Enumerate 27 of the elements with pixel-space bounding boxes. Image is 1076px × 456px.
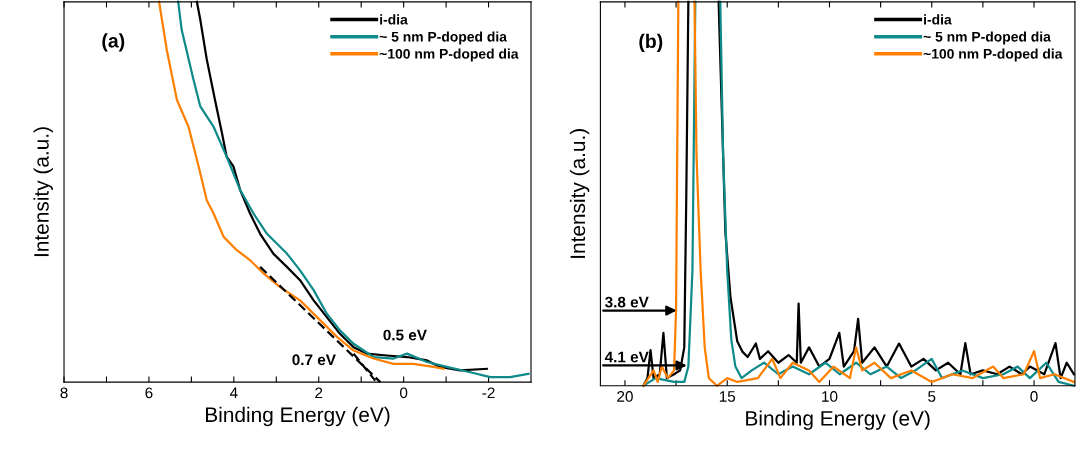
x-tick-label: 5	[928, 391, 936, 402]
x-tick-label: 15	[719, 391, 736, 402]
x-tick-label: 2	[315, 387, 323, 399]
y-axis-title: Intensity (a.u.)	[569, 129, 590, 258]
x-tick-label: 8	[60, 387, 68, 399]
annotation: 0.7 eV	[292, 354, 336, 366]
annotation: 3.8 eV	[605, 296, 649, 308]
x-tick-label: 6	[145, 387, 153, 399]
annotation: 4.1 eV	[604, 351, 649, 363]
legend-label: i-dia	[380, 14, 408, 25]
legend-label: ~100 nm P-doped dia	[923, 48, 1063, 62]
legend-label: ~ 5 nm P-doped dia	[379, 31, 508, 45]
x-tick-label: 0	[400, 387, 408, 399]
annotation: 0.5 eV	[383, 329, 427, 341]
x-tick-label: -2	[482, 387, 495, 399]
y-axis-title: Intensity (a.u.)	[33, 127, 53, 257]
x-axis-title: Binding Energy (eV)	[746, 410, 930, 430]
x-axis-title: Binding Energy (eV)	[206, 406, 390, 427]
legend-label: ~ 5 nm P-doped dia	[923, 31, 1051, 45]
x-tick-label: 10	[822, 391, 838, 402]
x-tick-label: 0	[1030, 391, 1038, 402]
x-tick-label: 20	[617, 391, 633, 402]
annotation: (a)	[102, 33, 125, 52]
x-tick-label: 4	[229, 387, 238, 399]
legend-label: ~100 nm P-doped dia	[379, 48, 519, 62]
annotation: (b)	[639, 33, 663, 52]
legend-label: i-dia	[924, 14, 952, 25]
